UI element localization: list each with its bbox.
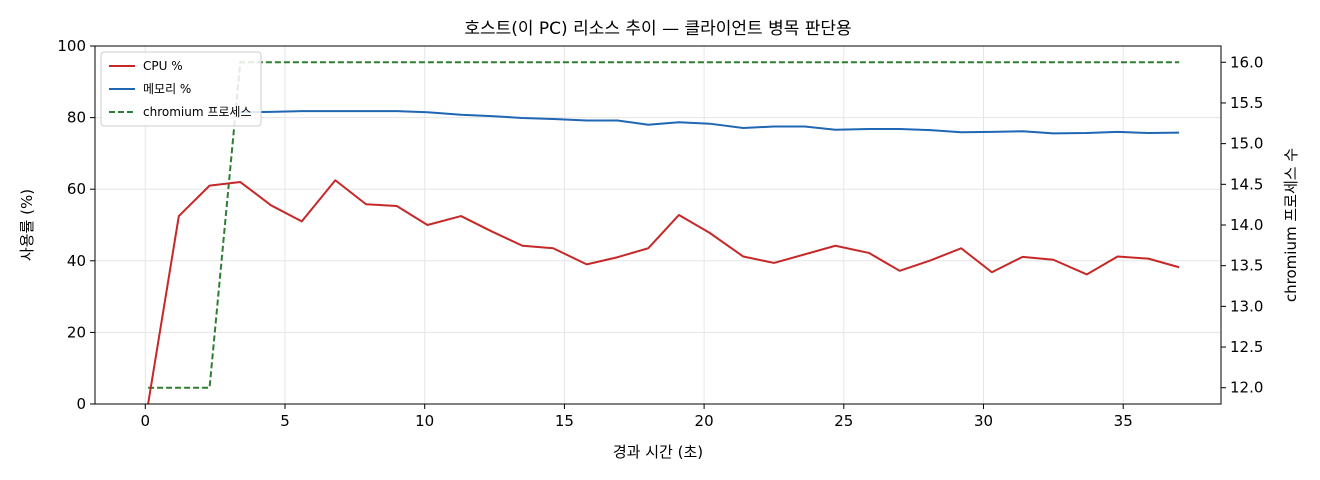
y2-tick-label: 12.0	[1230, 379, 1263, 397]
chart-title: 호스트(이 PC) 리소스 추이 — 클라이언트 병목 판단용	[464, 19, 851, 39]
y2-tick-label: 12.5	[1230, 338, 1263, 356]
y-tick-label: 40	[67, 252, 86, 270]
x-tick-label: 35	[1114, 412, 1133, 430]
grid	[95, 45, 1221, 405]
y2-axis-label: chromium 프로세스 수	[1282, 148, 1300, 302]
y2-tick-label: 13.0	[1230, 297, 1263, 315]
y-axis-label: 사용률 (%)	[18, 189, 36, 261]
x-tick-label: 0	[141, 412, 151, 430]
y2-tick-label: 14.0	[1230, 216, 1263, 234]
y2-tick-label: 15.0	[1230, 135, 1263, 153]
legend-label: 메모리 %	[143, 82, 191, 96]
y2-tick-label: 16.0	[1230, 53, 1263, 71]
series-layer	[147, 61, 1180, 405]
series-line-2	[148, 61, 1180, 389]
series-line-0	[147, 179, 1180, 405]
y-tick-label: 60	[67, 180, 86, 198]
legend-label: chromium 프로세스	[143, 105, 252, 119]
y-tick-label: 100	[57, 37, 86, 55]
x-tick-label: 25	[834, 412, 853, 430]
y-tick-label: 0	[76, 395, 86, 413]
y-tick-label: 80	[67, 109, 86, 127]
y-tick-label: 20	[67, 323, 86, 341]
y2-tick-label: 15.5	[1230, 94, 1263, 112]
legend: CPU % 메모리 % chromium 프로세스	[100, 51, 262, 127]
x-axis-label: 경과 시간 (초)	[613, 443, 703, 461]
legend-label: CPU %	[143, 59, 183, 73]
plot-frame	[94, 45, 1222, 405]
y2-tick-label: 13.5	[1230, 257, 1263, 275]
y2-tick-label: 14.5	[1230, 175, 1263, 193]
x-tick-label: 30	[974, 412, 993, 430]
series-line-1	[240, 110, 1180, 135]
legend-box	[100, 51, 262, 127]
axes: 0 5 10 15 20 25 30 35 0 20 40 60 80 100 12.0 12.5 13.0 13…	[57, 37, 1263, 430]
x-tick-label: 10	[415, 412, 434, 430]
x-tick-label: 15	[555, 412, 574, 430]
x-tick-label: 20	[695, 412, 714, 430]
x-tick-label: 5	[280, 412, 290, 430]
